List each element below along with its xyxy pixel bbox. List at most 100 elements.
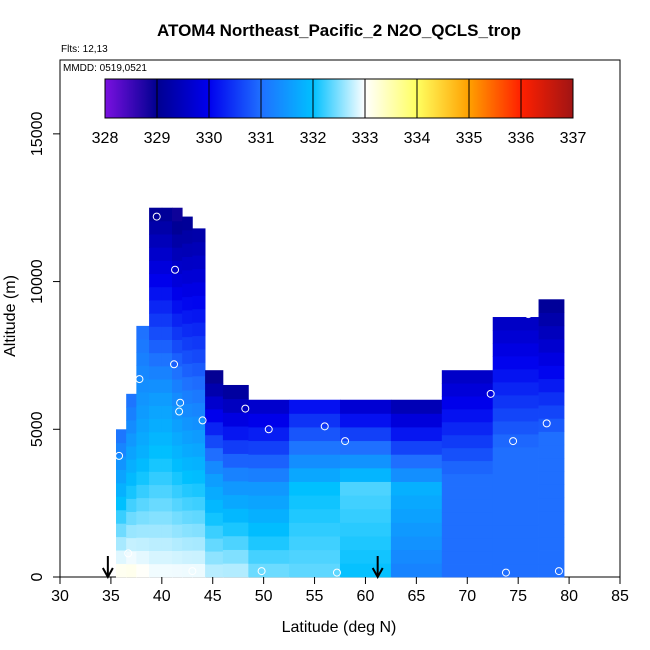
heatmap-cell bbox=[289, 508, 341, 523]
heatmap-cell bbox=[538, 299, 565, 313]
heatmap-cell bbox=[192, 523, 206, 538]
heatmap-cell bbox=[182, 390, 193, 404]
heatmap-cell bbox=[538, 365, 565, 380]
heatmap-cell bbox=[492, 408, 539, 422]
heatmap-cell bbox=[222, 398, 249, 413]
observation-point bbox=[264, 425, 273, 434]
heatmap-cell bbox=[172, 497, 183, 512]
observation-point bbox=[170, 360, 179, 369]
observation-point bbox=[554, 567, 563, 576]
heatmap-cell bbox=[538, 405, 565, 419]
heatmap-cell bbox=[390, 536, 443, 551]
heatmap-cell bbox=[222, 467, 249, 482]
heatmap-cell bbox=[222, 508, 249, 523]
heatmap-cell bbox=[492, 395, 539, 409]
down-arrow-icon bbox=[371, 556, 384, 580]
heatmap-cell bbox=[172, 511, 183, 525]
heatmap-cell bbox=[172, 339, 183, 354]
heatmap-cell bbox=[205, 383, 224, 397]
x-tick-label: 35 bbox=[102, 588, 120, 605]
heatmap-cell bbox=[441, 447, 494, 462]
heatmap-cell bbox=[289, 563, 341, 578]
heatmap-cell bbox=[161, 445, 173, 459]
heatmap-cell bbox=[161, 392, 173, 406]
heatmap-cell bbox=[192, 241, 206, 256]
heatmap-cell bbox=[136, 431, 150, 446]
observation-point bbox=[135, 375, 144, 384]
heatmap-cell bbox=[136, 458, 150, 472]
latitude-arrows bbox=[101, 556, 384, 580]
heatmap-cell bbox=[248, 399, 290, 414]
heatmap-cell bbox=[492, 512, 539, 526]
heatmap-cell bbox=[492, 330, 539, 344]
heatmap-cell bbox=[161, 511, 173, 525]
heatmap-cell bbox=[161, 431, 173, 446]
heatmap-cell bbox=[205, 538, 224, 552]
colorbar-gradient bbox=[104, 78, 574, 119]
heatmap-cell bbox=[136, 444, 150, 459]
heatmap-cell bbox=[149, 379, 163, 393]
heatmap-cell bbox=[149, 458, 163, 472]
colorbar: 328 329 330 331 332 333 334 335 336 337 bbox=[92, 78, 587, 147]
colorbar-tick-label: 333 bbox=[352, 130, 379, 147]
heatmap-cell bbox=[149, 392, 163, 406]
heatmap-cell bbox=[222, 412, 249, 427]
heatmap-cell bbox=[116, 442, 127, 457]
heatmap-cell bbox=[492, 434, 539, 448]
heatmap-cell bbox=[149, 418, 163, 433]
heatmap-cell bbox=[182, 496, 193, 511]
heatmap-cell bbox=[390, 399, 443, 414]
heatmap-cell bbox=[192, 389, 206, 404]
heatmap-cell bbox=[538, 431, 565, 446]
heatmap-cell bbox=[149, 273, 163, 288]
heatmap-cell bbox=[192, 268, 206, 283]
colorbar-tick-label: 328 bbox=[92, 130, 119, 147]
heatmap-cell bbox=[538, 352, 565, 366]
heatmap-cell bbox=[182, 283, 193, 298]
heatmap-cell bbox=[182, 363, 193, 378]
heatmap-cell bbox=[116, 563, 127, 578]
heatmap-cell bbox=[172, 537, 183, 552]
heatmap-cell bbox=[161, 300, 173, 314]
heatmap-cell bbox=[192, 429, 206, 444]
heatmap-cell bbox=[161, 484, 173, 499]
heatmap-cell bbox=[192, 469, 206, 484]
heatmap-cell bbox=[340, 427, 392, 442]
heatmap-cell bbox=[172, 220, 183, 235]
heatmap-cell bbox=[289, 427, 341, 442]
heatmap-cell bbox=[172, 550, 183, 565]
observation-point bbox=[218, 268, 227, 277]
heatmap-cell bbox=[126, 550, 137, 565]
heatmap-cell bbox=[149, 220, 163, 235]
heatmap-cell bbox=[441, 396, 494, 410]
heatmap-cell bbox=[205, 551, 224, 565]
colorbar-tick-label: 332 bbox=[300, 130, 327, 147]
heatmap-cell bbox=[136, 391, 150, 406]
heatmap-cell bbox=[192, 456, 206, 471]
heatmap-cell bbox=[136, 365, 150, 380]
colorbar-tick-label: 337 bbox=[560, 130, 587, 147]
heatmap-cell bbox=[340, 413, 392, 428]
heatmap-cell bbox=[248, 495, 290, 510]
heatmap-cell bbox=[492, 317, 539, 331]
heatmap-cell bbox=[192, 335, 206, 350]
heatmap-cell bbox=[248, 508, 290, 523]
heatmap-cell bbox=[161, 458, 173, 472]
heatmap-cell bbox=[182, 416, 193, 431]
heatmap-cell bbox=[192, 483, 206, 497]
heatmap-cell bbox=[172, 484, 183, 499]
heatmap-cell bbox=[136, 325, 150, 340]
heatmap-cell bbox=[172, 563, 183, 578]
heatmap-cell bbox=[492, 369, 539, 383]
colorbar-tick-label: 335 bbox=[456, 130, 483, 147]
observation-point bbox=[567, 443, 576, 452]
heatmap-cell bbox=[161, 352, 173, 367]
heatmap-cell bbox=[492, 460, 539, 474]
heatmap-cell bbox=[289, 522, 341, 537]
heatmap-cell bbox=[441, 499, 494, 513]
heatmap-cell bbox=[192, 509, 206, 524]
heatmap-cell bbox=[192, 255, 206, 270]
observation-point bbox=[176, 398, 185, 407]
heatmap-cell bbox=[248, 427, 290, 442]
